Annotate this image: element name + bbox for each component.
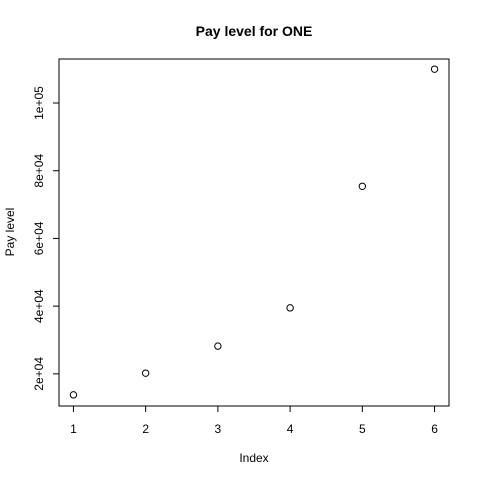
data-point xyxy=(430,65,439,73)
plot-frame xyxy=(58,58,450,407)
y-tick-label: 4e+04 xyxy=(32,289,46,323)
x-tick-label: 5 xyxy=(359,422,366,436)
data-point xyxy=(286,304,294,312)
data-point xyxy=(358,182,367,190)
y-axis-label: Pay level xyxy=(3,208,17,257)
x-axis: 1 2 3 4 5 6 xyxy=(70,405,438,436)
y-tick-label: 1e+05 xyxy=(32,86,46,120)
y-tick-label: 8e+04 xyxy=(32,154,46,188)
x-tick-label: 1 xyxy=(70,422,77,436)
x-tick-label: 4 xyxy=(287,422,294,436)
x-tick-label: 6 xyxy=(431,422,438,436)
y-axis: 2e+04 4e+04 6e+04 8e+04 1e+05 xyxy=(32,86,60,391)
data-point xyxy=(141,369,150,377)
x-axis-label: Index xyxy=(239,451,268,465)
data-point xyxy=(214,342,222,350)
y-tick-label: 2e+04 xyxy=(32,357,46,391)
x-tick-label: 2 xyxy=(142,422,149,436)
chart-title: Pay level for ONE xyxy=(196,23,313,39)
x-tick-label: 3 xyxy=(215,422,222,436)
y-tick-label: 6e+04 xyxy=(32,221,46,255)
data-point xyxy=(69,391,78,399)
data-points xyxy=(69,65,439,399)
